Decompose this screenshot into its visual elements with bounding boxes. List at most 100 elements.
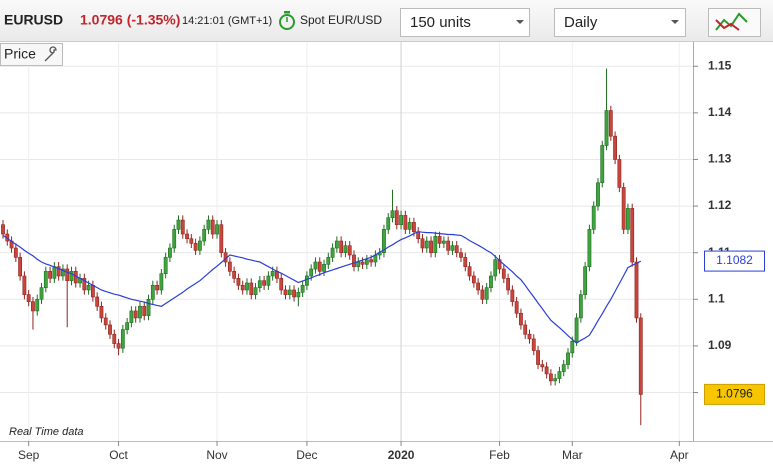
candle-body	[180, 219, 185, 235]
units: 150 units	[410, 14, 471, 31]
candle-body	[13, 247, 18, 258]
candle-body	[489, 275, 493, 288]
candle-body	[292, 289, 296, 298]
y-tick-label: 1.13	[708, 152, 732, 166]
candle-body	[142, 305, 147, 316]
y-tick-label: 1.14	[708, 105, 732, 119]
candle-body	[227, 261, 232, 272]
candle-body	[570, 340, 575, 354]
x-tick-label: Sep	[18, 448, 40, 462]
candle-body	[65, 268, 70, 281]
candle-body	[441, 240, 446, 244]
candle-body	[557, 371, 562, 379]
candle-body	[553, 378, 558, 382]
x-tick-label: 2020	[388, 448, 415, 462]
candle-body	[31, 301, 35, 312]
candle-body	[480, 289, 485, 300]
candle-body	[450, 245, 455, 251]
candle-body	[206, 219, 211, 230]
interval-dropdown[interactable]: Daily	[554, 8, 686, 37]
candle-body	[501, 268, 506, 279]
candle-body	[360, 261, 365, 265]
candle-body	[159, 273, 164, 291]
candle-body	[356, 261, 361, 267]
candle-body	[215, 224, 219, 235]
candle-body	[394, 210, 399, 226]
price-label: 1.0796	[716, 387, 753, 401]
y-tick-label: 1.12	[708, 198, 732, 212]
candle-body	[527, 333, 532, 340]
candle-body	[86, 285, 91, 291]
candle-body	[347, 245, 352, 256]
candle-body	[35, 298, 40, 312]
candle-body	[352, 254, 356, 267]
candle-body	[163, 257, 168, 274]
candle-body	[210, 219, 215, 235]
candle-body	[583, 266, 588, 295]
y-tick-label: 1.15	[708, 58, 732, 72]
candle-body	[514, 301, 519, 314]
candle-body	[52, 266, 57, 279]
candle-body	[266, 275, 271, 286]
candle-body	[578, 294, 583, 319]
candle-body	[270, 271, 275, 277]
x-tick-label: Nov	[206, 448, 227, 462]
candle-body	[116, 343, 121, 349]
units-dropdown[interactable]: 150 units	[400, 8, 530, 37]
candle-body	[561, 364, 566, 372]
candle-body	[382, 229, 386, 253]
candle-body	[129, 310, 134, 323]
candle-body	[82, 278, 87, 291]
candle-body	[95, 296, 100, 307]
symbol: EURUSD	[4, 12, 63, 28]
candle-body	[90, 285, 95, 298]
candle-body	[476, 282, 481, 291]
candle-body	[630, 208, 635, 263]
interval: Daily	[564, 14, 598, 31]
candle-body	[39, 287, 44, 300]
candle-body	[43, 271, 48, 288]
candle-body	[634, 261, 639, 319]
x-tick-label: Mar	[562, 448, 583, 462]
candle-body	[544, 366, 549, 375]
x-tick-label: Oct	[109, 448, 128, 462]
candle-body	[232, 271, 237, 279]
candle-body	[146, 298, 151, 316]
candle-body	[608, 110, 613, 137]
candle-body	[125, 322, 130, 330]
candle-body	[279, 278, 284, 291]
candle-body	[446, 240, 451, 251]
chart-settings-button[interactable]	[708, 8, 761, 37]
candle-body	[429, 240, 433, 253]
candle-body	[574, 317, 579, 342]
candle-body	[326, 257, 331, 265]
candle-body	[309, 268, 314, 277]
candle-body	[467, 266, 472, 277]
candle-body	[403, 215, 408, 230]
note: Real Time data	[9, 426, 84, 438]
candle-body	[386, 217, 391, 230]
candle-body	[596, 182, 600, 207]
candle-body	[120, 329, 125, 349]
candle-body	[399, 215, 403, 226]
candle-body	[133, 310, 138, 319]
candle-body	[193, 243, 198, 251]
candle-body	[459, 252, 463, 258]
panel-tab[interactable]: Price	[0, 43, 63, 66]
candle-body	[168, 247, 172, 258]
candle-body	[61, 268, 65, 277]
candle-body	[245, 282, 249, 291]
time: 14:21:01 (GMT+1)	[182, 15, 272, 27]
candle-body	[189, 238, 194, 244]
candle-body	[339, 240, 344, 253]
candle-body	[531, 338, 536, 351]
candle-body	[300, 285, 305, 293]
candle-body	[48, 271, 52, 279]
candle-body	[617, 159, 622, 188]
stopwatch-icon[interactable]	[279, 11, 295, 30]
candle-body	[219, 224, 224, 253]
candle-body	[519, 312, 523, 326]
candle-body	[463, 257, 468, 267]
candle-body	[510, 289, 515, 302]
